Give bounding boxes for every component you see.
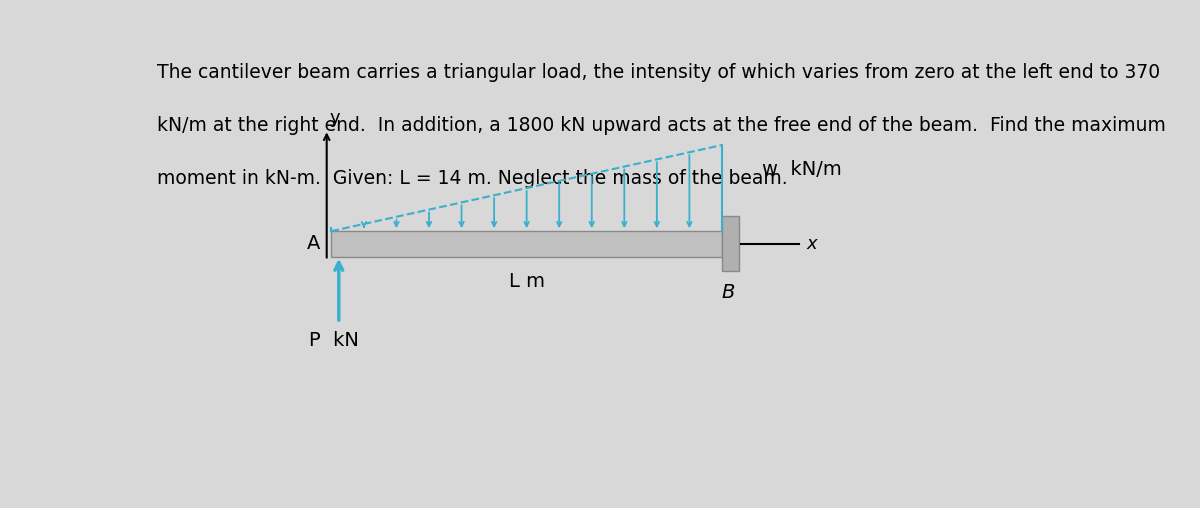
Text: A: A: [307, 234, 320, 253]
Text: L m: L m: [509, 272, 545, 291]
Text: kN/m at the right end.  In addition, a 1800 kN upward acts at the free end of th: kN/m at the right end. In addition, a 18…: [157, 116, 1166, 135]
Text: y: y: [330, 109, 340, 128]
Bar: [722, 216, 739, 271]
Text: P  kN: P kN: [310, 331, 359, 350]
Text: w  kN/m: w kN/m: [762, 160, 841, 179]
Text: The cantilever beam carries a triangular load, the intensity of which varies fro: The cantilever beam carries a triangular…: [157, 63, 1160, 82]
Text: B: B: [722, 283, 736, 302]
Text: moment in kN-m.  Given: L = 14 m. Neglect the mass of the beam.: moment in kN-m. Given: L = 14 m. Neglect…: [157, 169, 788, 187]
Bar: [331, 231, 722, 257]
Text: x: x: [806, 235, 817, 253]
